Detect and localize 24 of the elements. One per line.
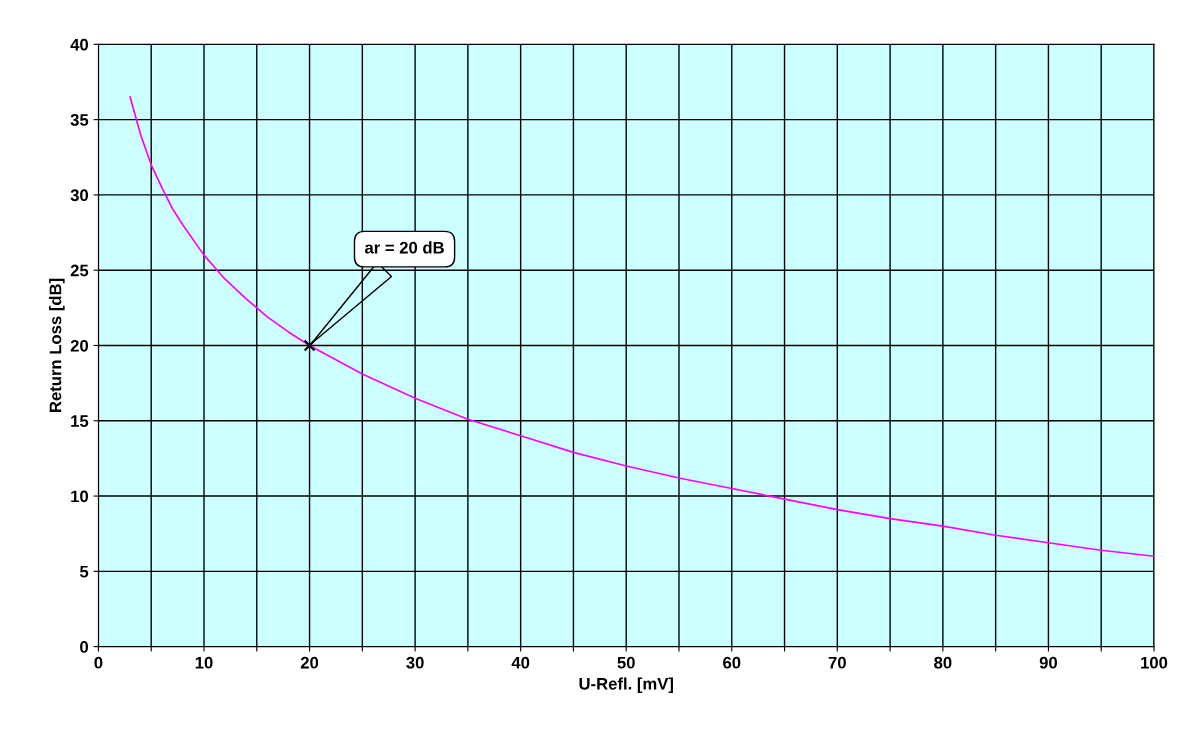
y-tick-label: 40 (70, 38, 89, 51)
y-tick-label: 25 (70, 264, 89, 277)
x-tick-label: 50 (617, 656, 635, 669)
x-tick-label: 20 (300, 656, 319, 669)
x-tick-label: 10 (195, 656, 213, 669)
x-tick-label: 80 (934, 656, 952, 669)
y-tick-label: 20 (70, 339, 89, 352)
y-tick-label: 5 (79, 565, 89, 578)
x-axis-title: U-Refl. [mV] (579, 677, 673, 693)
y-tick-label: 15 (71, 415, 89, 427)
annotation: ar = 20 dB (364, 241, 444, 254)
y-tick-label: 30 (70, 189, 89, 202)
y-tick-label: 0 (80, 641, 89, 653)
x-tick-label: 60 (723, 656, 741, 669)
y-tick-label: 10 (71, 490, 89, 503)
x-tick-label: 100 (1141, 656, 1168, 669)
y-tick-label: 35 (70, 114, 89, 126)
x-tick-label: 90 (1039, 656, 1058, 669)
x-tick-label: 40 (511, 656, 530, 669)
x-tick-label: 70 (828, 656, 846, 669)
y-axis-title: Return Loss [dB] (49, 278, 65, 412)
line-series (129, 96, 1154, 558)
x-tick-label: 30 (406, 656, 424, 669)
x-tick-label: 0 (94, 656, 103, 669)
